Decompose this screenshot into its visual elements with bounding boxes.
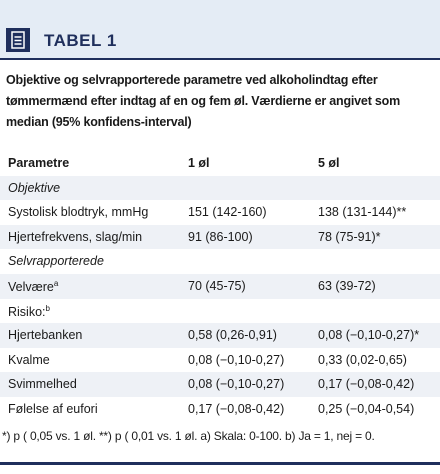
cell: 0,08 (−0,10-0,27) bbox=[188, 377, 285, 392]
data-row: Kvalme 0,08 (−0,10-0,27) 0,33 (0,02-0,65) bbox=[0, 348, 440, 373]
column-header: 1 øl bbox=[188, 156, 210, 170]
superscript: a bbox=[53, 278, 59, 288]
cell: 0,17 (−0,08-0,42) bbox=[318, 377, 415, 392]
row-label: Systolisk blodtryk, mmHg bbox=[8, 205, 148, 219]
cell: 151 (142-160) bbox=[188, 205, 267, 220]
label-text: Følelse af eufori bbox=[8, 401, 98, 416]
table: Parametre 1 øl 5 øl Objektive Systolisk blod… bbox=[0, 151, 440, 422]
cell: 0,17 (−0,08-0,42) bbox=[188, 401, 285, 416]
cell: 138 (131-144)** bbox=[318, 205, 407, 220]
superscript: b bbox=[45, 303, 50, 313]
data-row: Velværea 70 (45-75) 63 (39-72) bbox=[0, 273, 440, 299]
table-icon bbox=[6, 28, 30, 52]
cell: 78 (75-91)* bbox=[318, 229, 381, 244]
cell: 63 (39-72) bbox=[318, 278, 376, 293]
row-label: Følelse af eufori bbox=[8, 402, 98, 416]
cell: 0,08 (−0,10-0,27)* bbox=[318, 328, 420, 343]
footnote: *) p ( 0,05 vs. 1 øl. **) p ( 0,01 vs. 1… bbox=[2, 429, 375, 443]
label-text: Selvrapporterede bbox=[8, 254, 104, 269]
label-text: Risiko: bbox=[8, 304, 46, 319]
caption: Objektive og selvrapporterede parametre … bbox=[6, 73, 401, 129]
data-row: Følelse af eufori 0,17 (−0,08-0,42) 0,25 (… bbox=[0, 397, 440, 422]
label-text: Hjertebanken bbox=[8, 328, 83, 343]
cell: 0,25 (−0,04-0,54) bbox=[318, 401, 415, 416]
row-label: Selvrapporterede bbox=[8, 254, 104, 268]
row-label: Objektive bbox=[8, 181, 60, 195]
label-text: Hjertefrekvens, slag/min bbox=[8, 229, 143, 244]
section-row: Objektive bbox=[0, 175, 440, 201]
section-row: Selvrapporterede bbox=[0, 249, 440, 274]
cell: 70 (45-75) bbox=[188, 278, 246, 293]
row-label: Kvalme bbox=[8, 353, 50, 367]
row-label: Velværea bbox=[8, 279, 58, 294]
column-header: 5 øl bbox=[318, 156, 340, 170]
row-label: Hjertefrekvens, slag/min bbox=[8, 230, 142, 244]
header-row: Parametre 1 øl 5 øl bbox=[0, 151, 440, 176]
data-row: Risiko:b bbox=[0, 299, 440, 324]
row-label: Svimmelhed bbox=[8, 377, 77, 391]
label-text: Systolisk blodtryk, mmHg bbox=[8, 205, 149, 220]
bottom-rule bbox=[0, 462, 440, 465]
column-header: Parametre bbox=[8, 156, 70, 170]
data-row: Hjertefrekvens, slag/min 91 (86-100) 78 (7… bbox=[0, 224, 440, 250]
cell: 91 (86-100) bbox=[188, 229, 253, 244]
data-row: Systolisk blodtryk, mmHg 151 (142-160) 138… bbox=[0, 200, 440, 225]
row-label: Hjertebanken bbox=[8, 328, 82, 342]
label-text: Velvære bbox=[8, 280, 54, 295]
data-row: Hjertebanken 0,58 (0,26-0,91) 0,08 (−0,10-… bbox=[0, 323, 440, 348]
cell: 0,58 (0,26-0,91) bbox=[188, 328, 277, 343]
table-title: TABEL 1 bbox=[44, 31, 117, 50]
data-row: Svimmelhed 0,08 (−0,10-0,27) 0,17 (−0,08-0… bbox=[0, 372, 440, 397]
label-text: Objektive bbox=[8, 180, 61, 195]
label-text: Kvalme bbox=[8, 352, 50, 367]
cell: 0,33 (0,02-0,65) bbox=[318, 352, 407, 367]
row-label: Risiko:b bbox=[8, 304, 50, 319]
header-bar: TABEL 1 bbox=[0, 0, 440, 60]
cell: 0,08 (−0,10-0,27) bbox=[188, 352, 285, 367]
label-text: Svimmelhed bbox=[8, 377, 77, 392]
